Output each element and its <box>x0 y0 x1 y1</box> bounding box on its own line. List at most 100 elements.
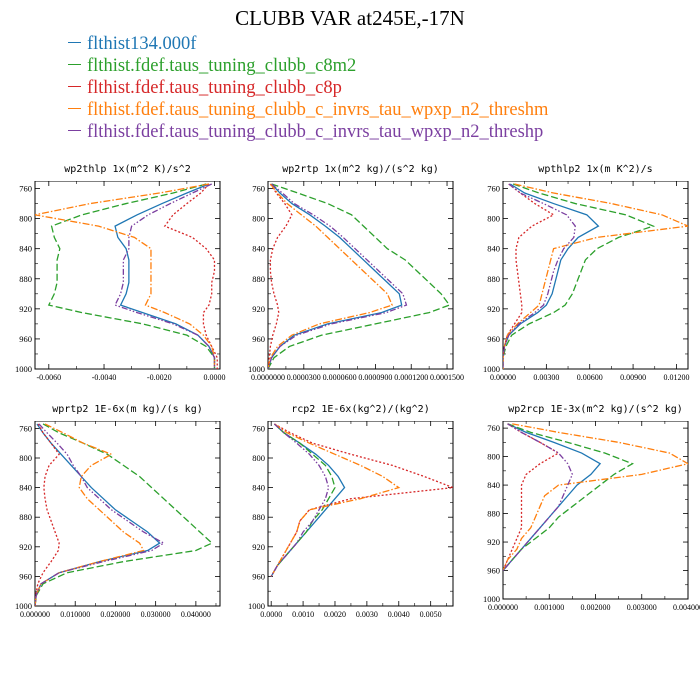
y-tick-label: 920 <box>252 542 265 552</box>
x-tick-label: 0.0001200 <box>394 373 428 382</box>
y-tick-label: 960 <box>19 571 32 581</box>
series-line-4 <box>268 183 408 369</box>
x-tick-label: 0.040000 <box>181 610 211 619</box>
y-tick-label: 800 <box>252 453 265 463</box>
legend: flthist134.000f flthist.fdef.taus_tuning… <box>68 33 548 143</box>
series-line-2 <box>503 423 560 571</box>
plot-frame <box>34 181 221 370</box>
series-line-4 <box>503 423 574 571</box>
chart-panel-wpthlp2: 760 800 840 880 920 960 10000.00000 0.00300 0.00… <box>483 181 689 382</box>
y-tick-label: 1000 <box>483 594 500 604</box>
series-line-0 <box>503 183 600 369</box>
plot-frame <box>34 421 221 607</box>
series-line-0 <box>503 423 602 571</box>
legend-swatch-1 <box>68 64 81 66</box>
legend-item: flthist.fdef.taus_tuning_clubb_c_invrs_t… <box>68 121 548 143</box>
y-tick-label: 840 <box>19 483 32 493</box>
series-line-2 <box>35 423 60 606</box>
x-tick-label: 0.00900 <box>620 373 646 382</box>
x-tick-label: -0.0020 <box>147 373 172 382</box>
x-tick-label: 0.0000900 <box>358 373 392 382</box>
y-tick-label: 960 <box>487 334 500 344</box>
legend-swatch-3 <box>68 108 81 110</box>
y-tick-label: 880 <box>487 274 500 284</box>
x-tick-label: 0.020000 <box>100 610 130 619</box>
panel-title: wp2thlp 1x(m^2 K)/s^2 <box>64 164 191 175</box>
series-line-1 <box>47 183 216 369</box>
y-tick-label: 880 <box>487 509 500 519</box>
y-tick-label: 840 <box>487 480 500 490</box>
series-line-4 <box>114 183 216 369</box>
y-tick-label: 760 <box>19 184 32 194</box>
plot-frame <box>502 181 689 370</box>
y-tick-label: 760 <box>487 184 500 194</box>
y-tick-label: 920 <box>19 304 32 314</box>
x-tick-label: 0.004000 <box>673 603 700 612</box>
y-tick-label: 1000 <box>15 364 32 374</box>
x-tick-label: 0.0050 <box>420 610 442 619</box>
y-tick-label: 760 <box>487 423 500 433</box>
chart-panel-wprtp2: 760 800 840 880 920 960 10000.000000 0.010000 0.… <box>15 421 221 619</box>
y-tick-label: 880 <box>19 512 32 522</box>
series-line-0 <box>270 423 346 577</box>
x-tick-label: 0.0000 <box>260 610 282 619</box>
legend-label: flthist.fdef.taus_tuning_clubb_c8m2 <box>87 56 357 76</box>
y-tick-label: 1000 <box>15 601 32 611</box>
y-tick-label: 800 <box>487 214 500 224</box>
series-line-1 <box>268 183 451 369</box>
legend-label: flthist.fdef.taus_tuning_clubb_c_invrs_t… <box>87 100 549 120</box>
x-tick-label: 0.003000 <box>627 603 657 612</box>
chart-panel-wp2rcp: 760 800 840 880 920 960 10000.000000 0.001000 0.… <box>483 421 700 612</box>
y-tick-label: 920 <box>19 542 32 552</box>
series-line-2 <box>270 423 453 577</box>
y-tick-label: 800 <box>19 214 32 224</box>
x-tick-label: 0.010000 <box>60 610 90 619</box>
figure-title: CLUBB VAR at245E,-17N <box>235 6 465 30</box>
series-line-0 <box>268 183 403 369</box>
x-tick-label: 0.0020 <box>324 610 346 619</box>
x-tick-label: 0.000000 <box>488 603 518 612</box>
panel-title: wp2rtp 1x(m^2 kg)/(s^2 kg) <box>282 164 439 175</box>
y-tick-label: 880 <box>252 274 265 284</box>
series-line-1 <box>503 423 635 571</box>
series-line-0 <box>114 183 216 369</box>
panel-title: wp2rcp 1E-3x(m^2 kg)/(s^2 kg) <box>508 404 683 415</box>
y-tick-label: 880 <box>19 274 32 284</box>
x-tick-label: 0.0000000 <box>251 373 285 382</box>
plot-frame <box>502 421 689 600</box>
legend-label: flthist134.000f <box>87 34 197 54</box>
x-tick-label: 0.0010 <box>292 610 314 619</box>
legend-item: flthist134.000f <box>68 33 548 55</box>
series-line-3 <box>270 423 401 577</box>
series-line-2 <box>503 183 555 369</box>
series-line-3 <box>503 423 688 571</box>
y-tick-label: 1000 <box>483 364 500 374</box>
panel-title: wpthlp2 1x(m K^2)/s <box>538 164 653 175</box>
series-line-3 <box>268 183 394 369</box>
y-tick-label: 800 <box>487 452 500 462</box>
series-line-4 <box>35 423 165 606</box>
series-line-3 <box>35 183 216 369</box>
legend-label: flthist.fdef.taus_tuning_clubb_c_invrs_t… <box>87 122 544 142</box>
y-tick-label: 960 <box>252 334 265 344</box>
legend-item: flthist.fdef.taus_tuning_clubb_c8p <box>68 77 548 99</box>
legend-item: flthist.fdef.taus_tuning_clubb_c_invrs_t… <box>68 99 548 121</box>
series-line-1 <box>35 423 214 606</box>
chart-panel-rcp2: 760 800 840 880 920 960 10000.0000 0.0010 0.0020… <box>248 421 454 619</box>
chart-panel-wp2thlp: 760 800 840 880 920 960 1000 -0.0060 -0.0040 -0.0… <box>15 181 225 382</box>
legend-label: flthist.fdef.taus_tuning_clubb_c8p <box>87 78 342 98</box>
y-tick-label: 840 <box>252 483 265 493</box>
y-tick-label: 760 <box>252 184 265 194</box>
y-tick-label: 840 <box>252 244 265 254</box>
x-tick-label: 0.000000 <box>20 610 50 619</box>
y-tick-label: 800 <box>252 214 265 224</box>
y-tick-label: 800 <box>19 453 32 463</box>
y-tick-label: 760 <box>19 423 32 433</box>
x-tick-label: 0.0040 <box>388 610 410 619</box>
x-tick-label: -0.0060 <box>36 373 61 382</box>
legend-swatch-4 <box>68 130 81 132</box>
x-tick-label: 0.030000 <box>141 610 171 619</box>
x-tick-label: -0.0040 <box>92 373 117 382</box>
x-tick-label: 0.002000 <box>581 603 611 612</box>
series-line-2 <box>163 183 218 369</box>
